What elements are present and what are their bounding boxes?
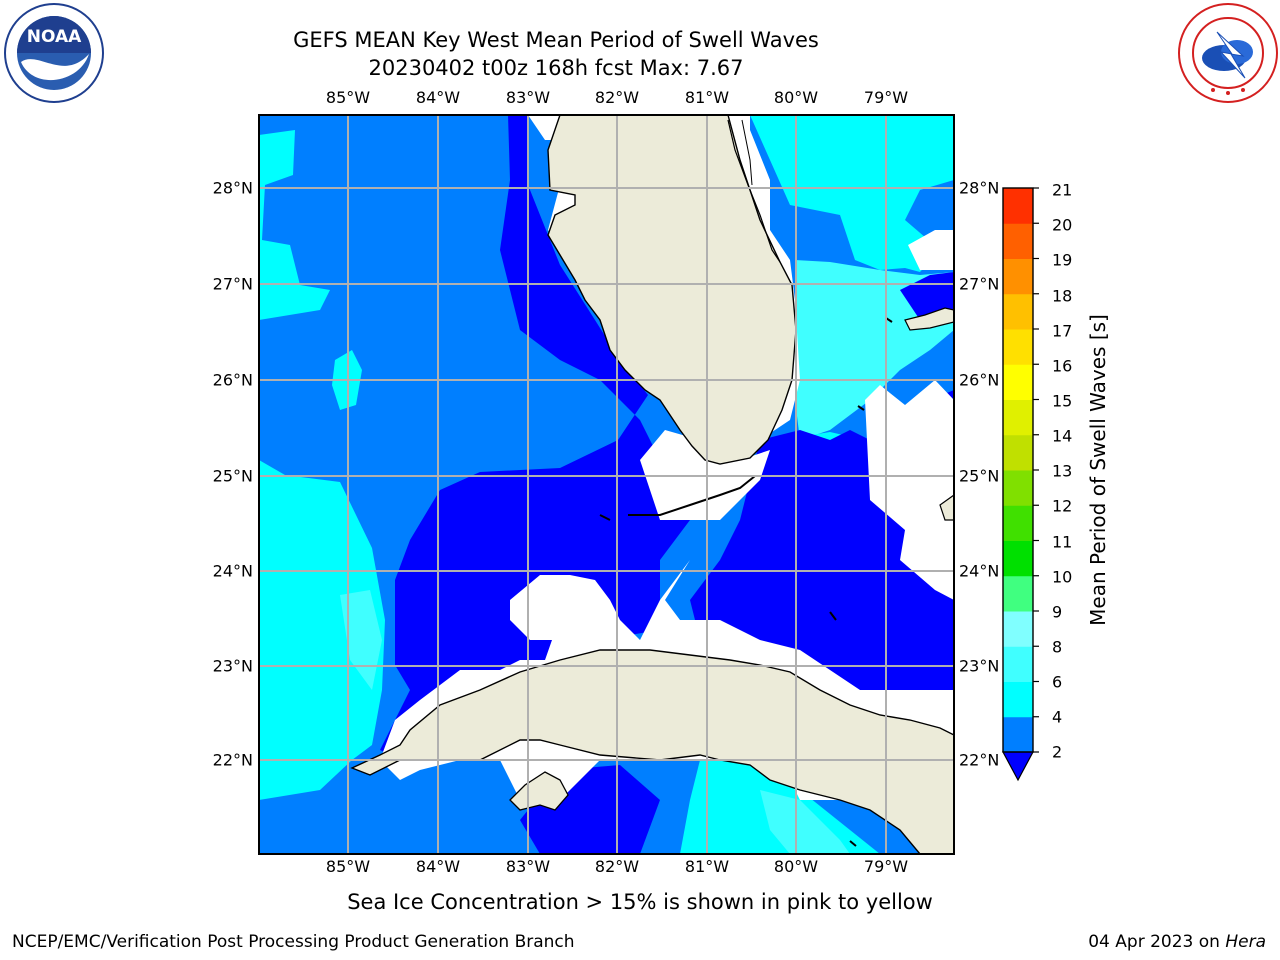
lon-label-top: 81°W — [684, 88, 730, 107]
lat-label-left: 25°N — [212, 466, 253, 486]
isle-of-youth — [509, 771, 569, 811]
colorbar-segment — [1003, 329, 1033, 365]
colorbar-segment — [1003, 434, 1033, 471]
lat-label-left: 26°N — [212, 370, 253, 390]
map-title-line2: 20230402 t00z 168h fcst Max: 7.67 — [368, 56, 744, 80]
sea-ice-note: Sea Ice Concentration > 15% is shown in … — [347, 890, 933, 914]
florida-keys — [599, 475, 756, 521]
colorbar-tick-label: 12 — [1052, 496, 1073, 516]
lat-label-left: 24°N — [212, 561, 253, 581]
colorbar-tick-label: 18 — [1052, 286, 1073, 306]
colorbar-tick-label: 8 — [1052, 637, 1063, 657]
nws-logo — [1178, 3, 1278, 103]
colorbar-segment — [1003, 681, 1033, 718]
colorbar-segment — [1003, 505, 1033, 541]
map-title-line1: GEFS MEAN Key West Mean Period of Swell … — [293, 28, 819, 52]
colorbar-tick-label: 11 — [1052, 532, 1073, 552]
lon-label-bottom: 85°W — [325, 857, 371, 876]
lon-label-bottom: 79°W — [863, 857, 909, 876]
colorbar-segment — [1003, 258, 1033, 295]
lat-label-right: 26°N — [959, 370, 1000, 390]
lat-label-left: 23°N — [212, 656, 253, 676]
colorbar-tick-label: 10 — [1052, 567, 1073, 587]
colorbar-tick-label: 6 — [1052, 672, 1063, 692]
contour-6-8s-south — [760, 790, 850, 854]
colorbar-tick-label: 13 — [1052, 461, 1073, 481]
lon-label-top: 82°W — [594, 88, 640, 107]
colorbar-segment — [1003, 223, 1033, 259]
colorbar-tick-label: 14 — [1052, 426, 1073, 446]
lon-label-top: 80°W — [773, 88, 819, 107]
colorbar-tick-label: 15 — [1052, 391, 1073, 411]
lon-label-top: 85°W — [325, 88, 371, 107]
footer-date: 04 Apr 2023 on Hera — [1088, 932, 1266, 952]
no-data-grand-bahama — [908, 230, 954, 270]
noaa-logo-text: NOAA — [27, 27, 82, 47]
colorbar — [1001, 187, 1039, 782]
colorbar-tick-label: 2 — [1052, 742, 1063, 762]
lon-label-bottom: 80°W — [773, 857, 819, 876]
small-islands — [829, 317, 893, 847]
grand-bahama — [904, 307, 954, 331]
colorbar-segment — [1003, 611, 1033, 647]
lat-label-right: 23°N — [959, 656, 1000, 676]
lat-label-left: 28°N — [212, 178, 253, 198]
lat-label-right: 28°N — [959, 178, 1000, 198]
colorbar-title: Mean Period of Swell Waves [s] — [1086, 314, 1110, 626]
colorbar-segment — [1003, 364, 1033, 400]
footer-credit: NCEP/EMC/Verification Post Processing Pr… — [12, 932, 575, 952]
map-frame — [258, 114, 955, 855]
colorbar-tick-label: 19 — [1052, 250, 1073, 270]
lat-label-right: 27°N — [959, 274, 1000, 294]
colorbar-segment — [1003, 399, 1033, 436]
colorbar-segment — [1003, 470, 1033, 506]
lon-label-bottom: 83°W — [505, 857, 551, 876]
lon-label-top: 79°W — [863, 88, 909, 107]
contour-4-6s-northwest — [259, 130, 330, 320]
lon-label-bottom: 81°W — [684, 857, 730, 876]
lon-label-top: 84°W — [415, 88, 461, 107]
noaa-logo: NOAA — [4, 3, 104, 103]
colorbar-segment — [1003, 293, 1033, 330]
colorbar-under-arrow — [1001, 751, 1035, 782]
colorbar-tick-label: 16 — [1052, 356, 1073, 376]
lon-label-bottom: 84°W — [415, 857, 461, 876]
colorbar-tick-label: 21 — [1052, 180, 1073, 200]
colorbar-segment — [1003, 188, 1033, 224]
colorbar-frame — [1002, 187, 1034, 753]
colorbar-segment — [1003, 540, 1033, 577]
colorbar-segment — [1003, 646, 1033, 682]
florida-lagoon — [741, 119, 753, 186]
map-graticule — [259, 115, 954, 854]
lat-label-left: 22°N — [212, 750, 253, 770]
no-data-bahamas — [865, 380, 954, 600]
colorbar-segment — [1003, 716, 1033, 753]
lat-label-left: 27°N — [212, 274, 253, 294]
lat-label-right: 25°N — [959, 466, 1000, 486]
colorbar-tick-label: 20 — [1052, 215, 1073, 235]
colorbar-tick-label: 17 — [1052, 321, 1073, 341]
florida-land — [547, 115, 797, 465]
footer-host: Hera — [1225, 932, 1266, 952]
lat-label-right: 24°N — [959, 561, 1000, 581]
footer-date-text: 04 Apr 2023 on — [1088, 932, 1226, 952]
lon-label-top: 83°W — [505, 88, 551, 107]
lon-label-bottom: 82°W — [594, 857, 640, 876]
andros-island — [939, 494, 954, 521]
colorbar-segment — [1003, 575, 1033, 612]
florida-east-coast — [727, 119, 781, 263]
contour-4-6s-west — [259, 460, 385, 800]
lat-label-right: 22°N — [959, 750, 1000, 770]
contour-4-6s-northeast — [750, 115, 954, 272]
colorbar-tick-label: 4 — [1052, 707, 1063, 727]
colorbar-tick-label: 9 — [1052, 602, 1063, 622]
